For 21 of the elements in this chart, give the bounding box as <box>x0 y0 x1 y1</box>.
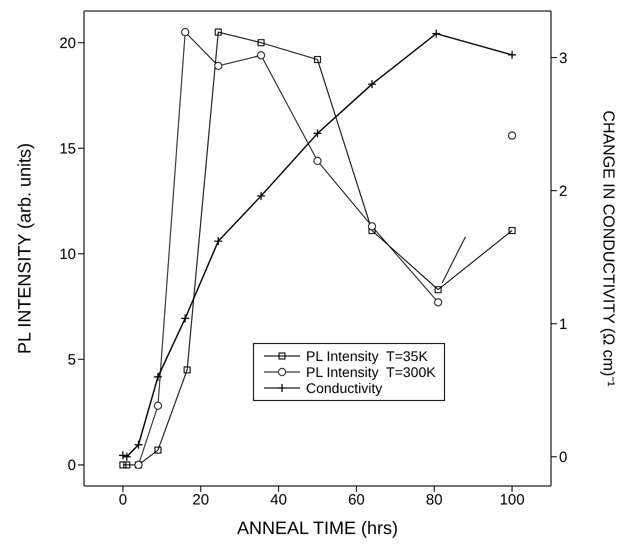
x-tick-label: 0 <box>118 492 128 509</box>
x-tick-label: 80 <box>426 492 443 509</box>
y-tick-label: 15 <box>59 140 76 158</box>
y-tick-label: 5 <box>68 352 76 369</box>
legend-label: PL Intensity T=35K <box>306 348 428 364</box>
x-tick-label: 100 <box>500 492 525 509</box>
y-tick-label: 0 <box>68 457 76 474</box>
y2-tick-label: 0 <box>559 449 568 466</box>
legend-label: Conductivity <box>306 380 382 396</box>
x-tick-label: 20 <box>192 492 210 509</box>
y-axis-title: PL INTENSITY (arb. units) <box>14 142 34 354</box>
legend-label: PL Intensity T=300K <box>306 364 436 380</box>
y2-tick-label: 3 <box>559 50 568 67</box>
x-tick-label: 40 <box>270 492 287 509</box>
y2-tick-label: 2 <box>559 182 568 200</box>
y-tick-label: 10 <box>59 246 76 264</box>
x-tick-label: 60 <box>348 492 365 509</box>
x-axis-title: ANNEAL TIME (hrs) <box>236 518 398 538</box>
y-tick-label: 20 <box>59 34 76 52</box>
y2-axis-title: CHANGE IN CONDUCTIVITY (Ω cm)⁻¹ <box>599 110 616 387</box>
y2-tick-label: 1 <box>559 316 568 333</box>
